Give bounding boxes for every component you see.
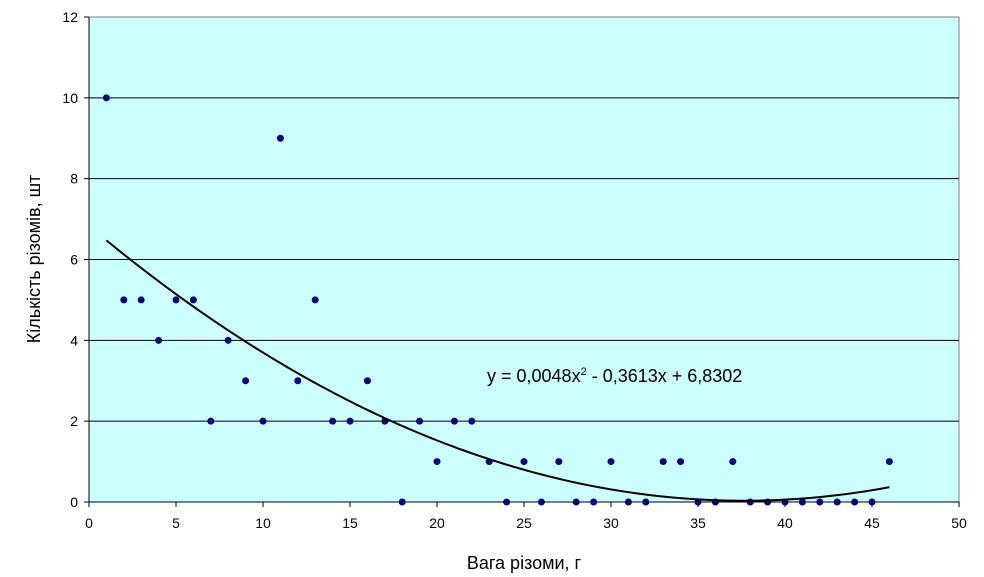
data-point <box>468 417 476 425</box>
data-point <box>555 458 563 466</box>
data-point <box>659 458 667 466</box>
y-tick-label: 2 <box>70 413 78 429</box>
data-point <box>311 296 319 304</box>
x-tick-label: 50 <box>951 515 967 531</box>
data-point <box>833 498 841 506</box>
x-tick-label: 15 <box>342 515 358 531</box>
y-tick-label: 0 <box>70 494 78 510</box>
data-point <box>729 458 737 466</box>
y-axis-title: Кількість різомів, шт <box>24 175 44 344</box>
y-tick-label: 12 <box>62 9 78 25</box>
x-tick-label: 5 <box>172 515 180 531</box>
data-point <box>868 498 876 506</box>
data-point <box>363 377 371 385</box>
data-point <box>607 458 615 466</box>
x-tick-label: 20 <box>429 515 445 531</box>
data-point <box>851 498 859 506</box>
data-point <box>798 498 806 506</box>
data-point <box>207 417 215 425</box>
data-point <box>137 296 145 304</box>
x-tick-label: 25 <box>516 515 532 531</box>
data-point <box>503 498 511 506</box>
data-point <box>172 296 180 304</box>
trendline <box>105 239 890 502</box>
data-point <box>416 417 424 425</box>
data-point <box>572 498 580 506</box>
gridlines <box>89 97 959 422</box>
x-tick-label: 40 <box>777 515 793 531</box>
y-tick-label: 6 <box>70 252 78 268</box>
x-tick-label: 0 <box>85 515 93 531</box>
data-point <box>259 417 267 425</box>
data-point <box>189 296 197 304</box>
data-points <box>102 94 893 506</box>
data-point <box>102 94 110 102</box>
y-tick-label: 8 <box>70 171 78 187</box>
y-tick-label: 4 <box>70 332 78 348</box>
y-tick-label: 10 <box>62 90 78 106</box>
data-point <box>590 498 598 506</box>
data-point <box>746 498 754 506</box>
data-point <box>224 336 232 344</box>
data-point <box>120 296 128 304</box>
x-tick-label: 45 <box>864 515 880 531</box>
x-axis-title: Вага різоми, г <box>467 553 582 573</box>
data-point <box>294 377 302 385</box>
x-tick-label: 35 <box>690 515 706 531</box>
data-point <box>450 417 458 425</box>
data-point <box>642 498 650 506</box>
data-point <box>346 417 354 425</box>
data-point <box>677 458 685 466</box>
data-point <box>537 498 545 506</box>
data-point <box>624 498 632 506</box>
data-point <box>885 458 893 466</box>
data-point <box>242 377 250 385</box>
ticks: 0 2 4 6 8 10 12 0 5 10 15 20 25 30 35 40 45 50 <box>62 9 967 531</box>
data-point <box>520 458 528 466</box>
x-tick-label: 10 <box>255 515 271 531</box>
x-tick-label: 30 <box>603 515 619 531</box>
data-point <box>433 458 441 466</box>
data-point <box>398 498 406 506</box>
trendline-equation: y = 0,0048x2 - 0,3613x + 6,8302 <box>487 366 742 386</box>
data-point <box>816 498 824 506</box>
data-point <box>276 134 284 142</box>
data-point <box>329 417 337 425</box>
data-point <box>155 336 163 344</box>
